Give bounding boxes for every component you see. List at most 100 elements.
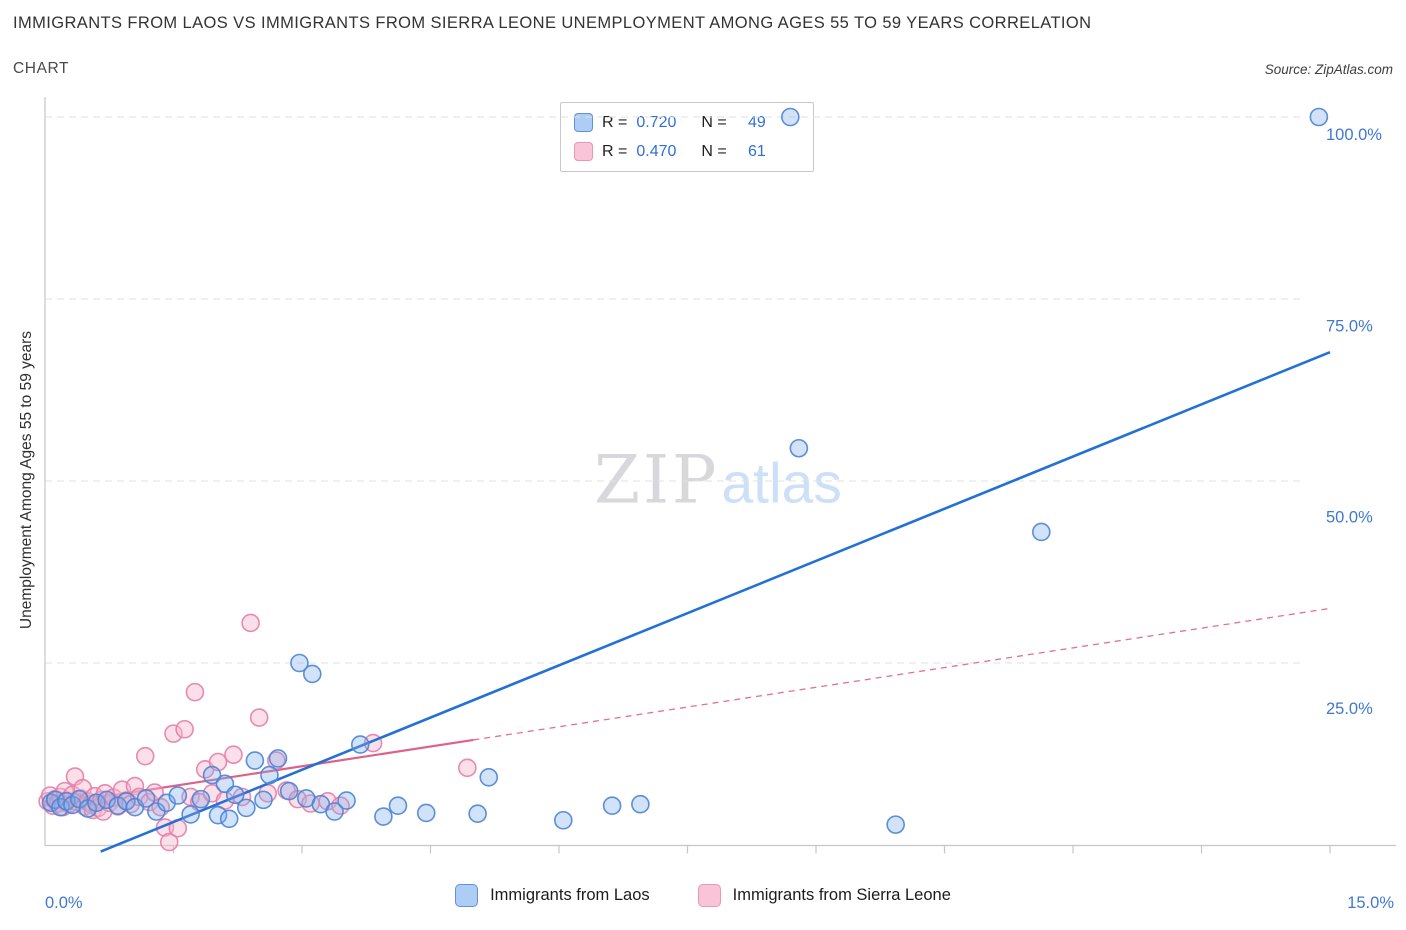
point-laos bbox=[78, 799, 98, 818]
laos-trendline bbox=[100, 350, 1331, 853]
point-laos bbox=[125, 797, 145, 817]
point-sierra-leone bbox=[175, 719, 194, 739]
point-laos bbox=[631, 794, 650, 814]
point-sierra-leone bbox=[45, 789, 65, 809]
point-sierra-leone bbox=[40, 786, 60, 805]
point-sierra-leone bbox=[301, 794, 320, 813]
point-sierra-leone bbox=[117, 791, 136, 810]
point-sierra-leone bbox=[51, 787, 70, 807]
point-laos bbox=[254, 790, 273, 810]
point-sierra-leone bbox=[189, 792, 209, 812]
laos-swatch-icon bbox=[574, 113, 593, 132]
point-laos bbox=[147, 802, 166, 821]
point-laos bbox=[136, 789, 156, 808]
point-sierra-leone bbox=[71, 789, 91, 808]
correlation-legend: R = 0.720 N = 49 R = 0.470 N = 61 bbox=[560, 102, 814, 172]
source-credit[interactable]: Source: ZipAtlas.com bbox=[1264, 62, 1393, 77]
n-label-sierra-leone: N = bbox=[701, 142, 727, 160]
legend-row-laos: R = 0.720 N = 49 bbox=[574, 111, 799, 134]
point-laos bbox=[219, 809, 239, 829]
point-sierra-leone bbox=[63, 785, 82, 805]
point-sierra-leone bbox=[68, 792, 87, 812]
laos-color-swatch-icon bbox=[455, 884, 479, 907]
point-laos bbox=[374, 807, 393, 826]
r-value-laos: 0.720 bbox=[636, 113, 677, 131]
legend-row-sierra-leone: R = 0.470 N = 61 bbox=[574, 140, 799, 163]
y-tick-label-75: 75.0% bbox=[1326, 317, 1373, 335]
point-sierra-leone bbox=[125, 776, 145, 796]
point-sierra-leone bbox=[78, 792, 98, 811]
point-laos bbox=[416, 803, 436, 823]
n-value-laos: 49 bbox=[747, 113, 766, 131]
point-sierra-leone bbox=[363, 733, 383, 753]
watermark-zip-text: ZIP bbox=[594, 441, 720, 519]
point-sierra-leone bbox=[145, 783, 164, 802]
point-sierra-leone bbox=[121, 794, 140, 814]
point-sierra-leone bbox=[92, 790, 111, 810]
point-laos bbox=[325, 802, 344, 821]
point-sierra-leone bbox=[93, 802, 113, 821]
point-laos bbox=[168, 786, 188, 805]
point-laos bbox=[69, 789, 89, 809]
point-laos bbox=[45, 790, 65, 810]
point-sierra-leone bbox=[135, 746, 155, 766]
point-sierra-leone bbox=[95, 784, 115, 803]
point-sierra-leone bbox=[48, 794, 68, 813]
point-laos bbox=[181, 805, 200, 824]
point-laos bbox=[87, 793, 106, 813]
point-laos bbox=[117, 792, 136, 811]
sierra-leone-trendline bbox=[44, 738, 474, 807]
point-laos bbox=[468, 804, 487, 823]
r-label-sierra-leone: R = bbox=[602, 142, 628, 160]
point-sierra-leone bbox=[258, 784, 278, 803]
point-sierra-leone bbox=[181, 787, 200, 807]
chart-subtitle: CHART bbox=[13, 60, 70, 77]
point-laos bbox=[245, 751, 265, 770]
series-legend: Immigrants from Laos Immigrants from Sie… bbox=[0, 884, 1406, 907]
sierra-leone-swatch-icon bbox=[574, 142, 593, 161]
point-laos bbox=[302, 664, 322, 684]
point-sierra-leone bbox=[59, 794, 79, 814]
y-axis-title: Unemployment Among Ages 55 to 59 years bbox=[18, 330, 35, 630]
point-sierra-leone bbox=[85, 786, 104, 806]
watermark-atlas-text: atlas bbox=[721, 451, 842, 516]
point-sierra-leone bbox=[458, 758, 477, 778]
sierra-leone-series-label: Immigrants from Sierra Leone bbox=[732, 886, 951, 904]
point-sierra-leone bbox=[81, 794, 101, 814]
point-sierra-leone bbox=[88, 798, 108, 818]
point-laos bbox=[41, 793, 61, 813]
point-sierra-leone bbox=[83, 800, 103, 820]
point-laos bbox=[388, 796, 408, 815]
point-laos bbox=[208, 805, 228, 825]
point-sierra-leone bbox=[331, 796, 350, 815]
point-sierra-leone bbox=[73, 778, 92, 798]
point-laos bbox=[268, 749, 288, 768]
point-laos bbox=[311, 794, 331, 814]
page-title: IMMIGRANTS FROM LAOS VS IMMIGRANTS FROM … bbox=[13, 14, 1092, 32]
point-laos bbox=[225, 785, 245, 805]
point-laos bbox=[602, 796, 622, 815]
point-laos bbox=[97, 790, 116, 810]
point-sierra-leone bbox=[195, 759, 215, 779]
point-laos bbox=[63, 795, 82, 815]
laos-series-label: Immigrants from Laos bbox=[490, 886, 650, 904]
point-laos bbox=[51, 797, 70, 817]
point-sierra-leone bbox=[99, 793, 119, 813]
point-sierra-leone bbox=[159, 832, 179, 852]
n-value-sierra-leone: 61 bbox=[747, 142, 766, 160]
point-sierra-leone bbox=[155, 818, 175, 837]
y-tick-label-25: 25.0% bbox=[1326, 700, 1373, 718]
point-sierra-leone bbox=[151, 797, 170, 817]
point-laos bbox=[1309, 107, 1329, 127]
point-laos bbox=[296, 789, 316, 808]
point-sierra-leone bbox=[208, 752, 228, 772]
point-sierra-leone bbox=[266, 751, 286, 770]
point-sierra-leone bbox=[43, 796, 63, 815]
point-sierra-leone bbox=[318, 792, 338, 811]
n-label-laos: N = bbox=[701, 113, 727, 131]
point-sierra-leone bbox=[129, 787, 149, 807]
point-laos bbox=[108, 796, 128, 815]
sierra-leone-color-swatch-icon bbox=[697, 884, 721, 907]
point-laos bbox=[279, 781, 299, 801]
point-sierra-leone bbox=[168, 818, 188, 838]
